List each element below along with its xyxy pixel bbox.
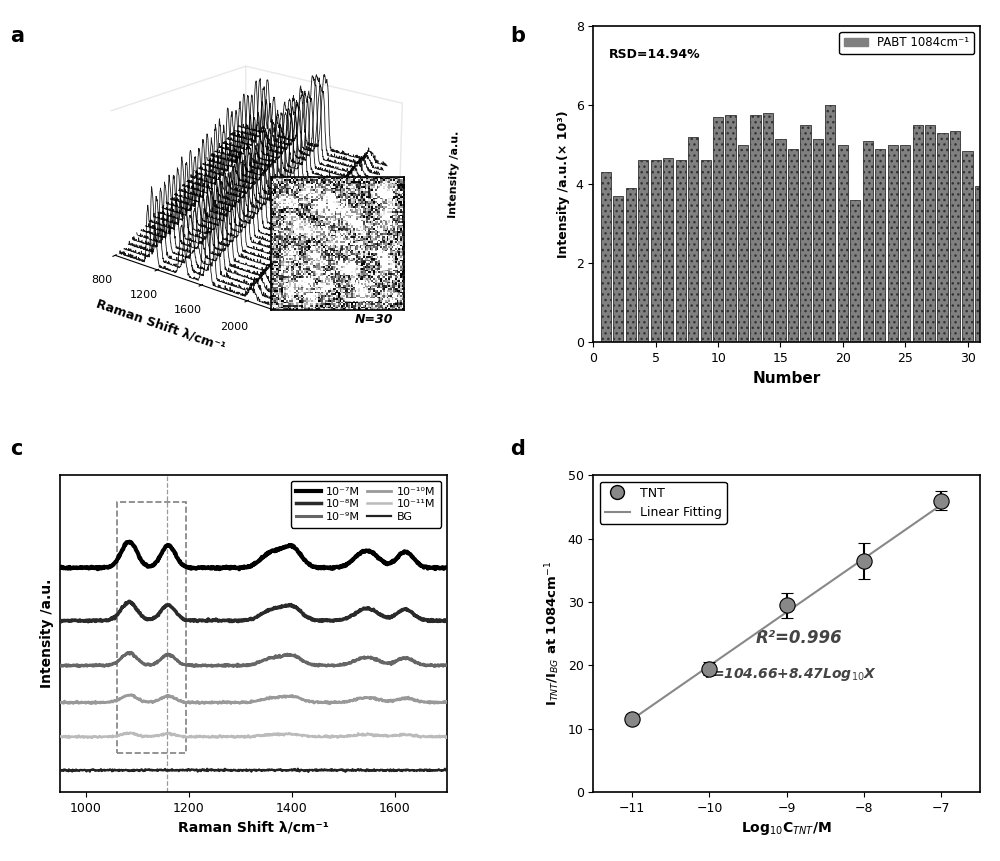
Bar — [738, 145, 748, 343]
Text: 4μm: 4μm — [348, 278, 372, 288]
Bar — [688, 137, 698, 343]
Bar — [638, 160, 648, 343]
Bar — [663, 158, 673, 343]
Text: RSD=14.94%: RSD=14.94% — [609, 48, 701, 61]
Bar — [838, 145, 848, 343]
Bar — [725, 115, 736, 343]
Bar — [713, 117, 723, 343]
Text: d: d — [510, 439, 525, 459]
Bar — [676, 160, 686, 343]
Bar — [825, 105, 835, 343]
Bar — [750, 115, 761, 343]
Y-axis label: I$_{TNT}$/I$_{BG}$ at 1084cm$^{-1}$: I$_{TNT}$/I$_{BG}$ at 1084cm$^{-1}$ — [543, 561, 562, 707]
Bar — [788, 149, 798, 343]
Text: a: a — [10, 26, 24, 46]
Bar — [913, 125, 923, 343]
Bar — [925, 125, 935, 343]
Text: N=30: N=30 — [355, 313, 393, 326]
Bar — [775, 139, 786, 343]
Bar — [888, 145, 898, 343]
Y-axis label: Intensity /a.u.: Intensity /a.u. — [40, 579, 54, 689]
Bar — [850, 200, 860, 343]
X-axis label: Log$_{10}$C$_{TNT}$/M: Log$_{10}$C$_{TNT}$/M — [741, 821, 832, 838]
Y-axis label: Intensity /a.u.(× 10³): Intensity /a.u.(× 10³) — [557, 110, 570, 258]
Bar — [975, 186, 985, 343]
Text: c: c — [10, 439, 22, 459]
Bar — [937, 133, 948, 343]
Legend: TNT, Linear Fitting: TNT, Linear Fitting — [600, 481, 727, 524]
Bar — [800, 125, 811, 343]
Bar — [117, 502, 186, 753]
Legend: PABT 1084cm⁻¹: PABT 1084cm⁻¹ — [839, 32, 974, 54]
Bar — [950, 131, 960, 343]
Legend: 10⁻⁷M, 10⁻⁸M, 10⁻⁹M, 10⁻¹⁰M, 10⁻¹¹M, BG: 10⁻⁷M, 10⁻⁸M, 10⁻⁹M, 10⁻¹⁰M, 10⁻¹¹M, BG — [291, 481, 441, 528]
Text: R²=0.996: R²=0.996 — [756, 629, 843, 647]
Text: b: b — [510, 26, 525, 46]
Bar — [863, 140, 873, 343]
X-axis label: Number: Number — [753, 371, 821, 386]
Bar — [601, 172, 611, 343]
Bar — [962, 151, 973, 343]
Bar — [763, 113, 773, 343]
X-axis label: Raman Shift λ/cm⁻¹: Raman Shift λ/cm⁻¹ — [94, 297, 227, 354]
Text: Y=104.66+8.47Log$_{10}$X: Y=104.66+8.47Log$_{10}$X — [702, 666, 877, 683]
X-axis label: Raman Shift λ/cm⁻¹: Raman Shift λ/cm⁻¹ — [178, 821, 329, 834]
Bar — [900, 145, 910, 343]
Bar — [613, 196, 623, 343]
Bar — [651, 160, 661, 343]
Bar — [875, 149, 885, 343]
Bar — [813, 139, 823, 343]
Bar — [701, 160, 711, 343]
Bar — [626, 188, 636, 343]
